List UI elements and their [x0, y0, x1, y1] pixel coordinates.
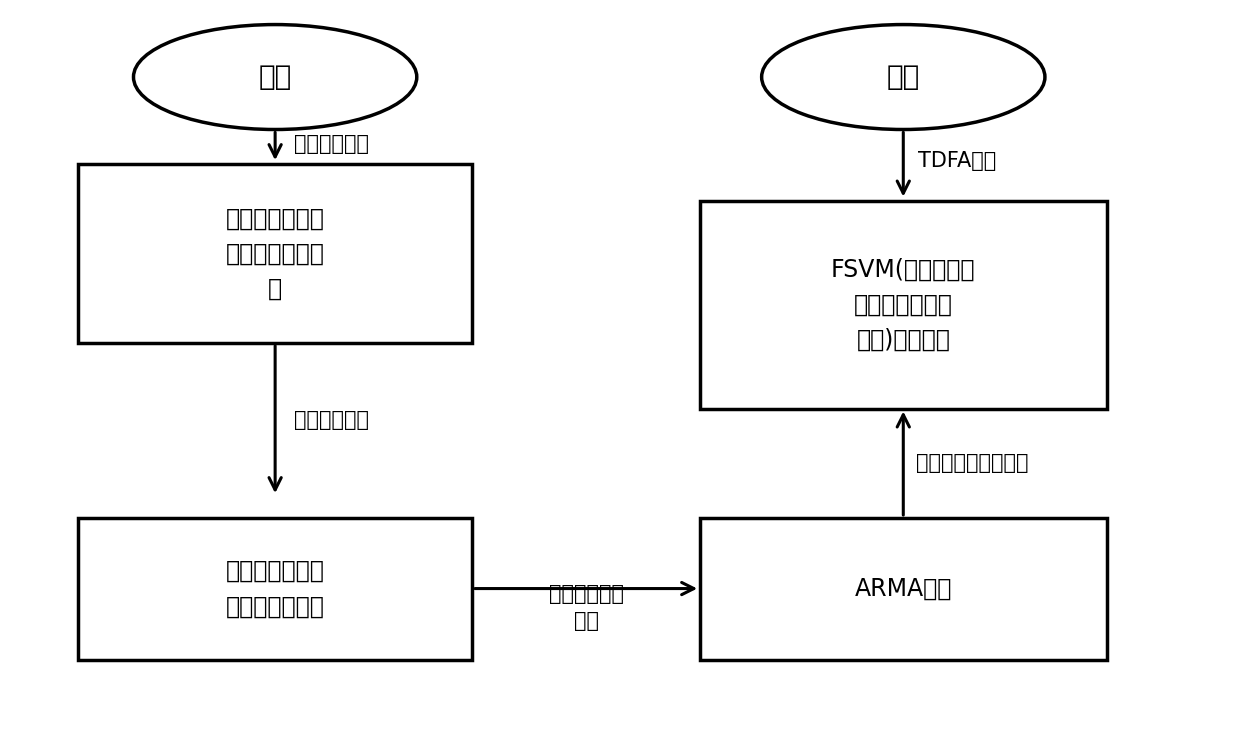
Text: 同温度数据分类
去除温度效应影
响: 同温度数据分类 去除温度效应影 响	[226, 206, 325, 301]
Text: 结束: 结束	[887, 63, 920, 91]
Text: 开始: 开始	[258, 63, 291, 91]
Bar	[78, 164, 472, 343]
Text: 时域平均技术减
小随机效应影响: 时域平均技术减 小随机效应影响	[226, 559, 325, 618]
Text: FSVM(或神经网络
等其它模式分类
方法)数据融合: FSVM(或神经网络 等其它模式分类 方法)数据融合	[831, 257, 976, 352]
Text: ARMA建模: ARMA建模	[854, 577, 952, 601]
Text: 离散恒载响应特征量: 离散恒载响应特征量	[915, 453, 1028, 473]
Text: 各温度下恒载
响应: 各温度下恒载 响应	[549, 584, 624, 631]
Bar	[701, 518, 1106, 660]
Bar	[78, 518, 472, 660]
Bar	[701, 201, 1106, 408]
Text: TDFA结果: TDFA结果	[918, 151, 996, 171]
Text: 等温监测数据: 等温监测数据	[294, 410, 368, 430]
Text: 桥梁监测数据: 桥梁监测数据	[294, 134, 368, 154]
